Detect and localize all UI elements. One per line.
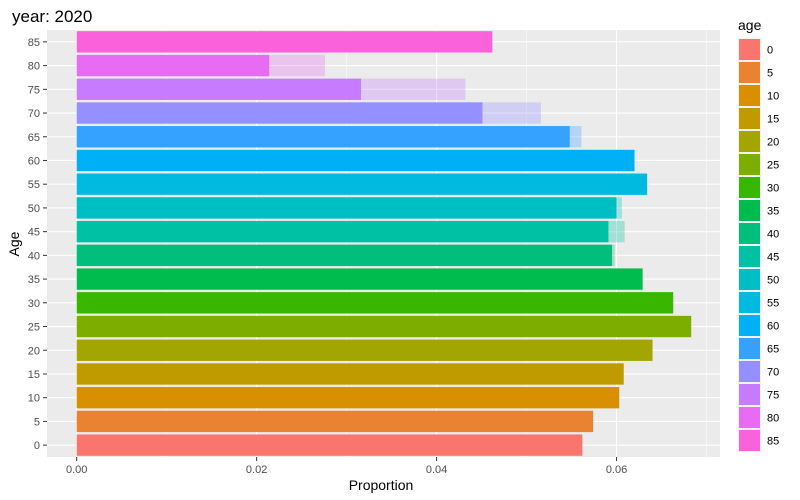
legend-key-40 (739, 223, 760, 244)
legend-label: 80 (767, 413, 779, 425)
y-tick-label: 80 (28, 61, 40, 73)
legend-key-0 (739, 39, 760, 60)
y-tick-label: 5 (34, 416, 40, 428)
y-tick-label: 85 (28, 37, 40, 49)
bar-30 (76, 292, 674, 314)
bar-60 (76, 149, 635, 172)
y-tick-label: 35 (28, 274, 40, 286)
legend-label: 10 (767, 91, 779, 103)
legend-key-60 (739, 315, 760, 336)
legend-label: 85 (767, 436, 779, 448)
x-tick-label: 0.02 (246, 464, 267, 476)
y-tick-label: 20 (28, 345, 40, 357)
bar-70 (76, 102, 483, 124)
x-tick-label: 0.00 (66, 464, 87, 476)
y-axis-title: Age (6, 231, 22, 256)
bars (76, 31, 692, 456)
y-tick-label: 15 (28, 369, 40, 381)
x-tick-label: 0.04 (426, 464, 447, 476)
x-axis-title: Proportion (349, 477, 414, 493)
bar-40 (76, 244, 613, 267)
y-tick-label: 10 (28, 393, 40, 405)
bar-65 (76, 126, 570, 148)
plot-panel (47, 30, 720, 457)
chart-title: year: 2020 (12, 7, 92, 26)
legend-key-80 (739, 407, 760, 428)
legend-key-20 (739, 131, 760, 152)
legend-key-10 (739, 85, 760, 106)
legend-label: 60 (767, 321, 779, 333)
legend-label: 20 (767, 137, 779, 149)
legend-key-55 (739, 292, 760, 313)
y-tick-label: 25 (28, 322, 40, 334)
legend-key-35 (739, 200, 760, 221)
legend-key-45 (739, 246, 760, 267)
legend-key-50 (739, 269, 760, 290)
bar-50 (76, 197, 617, 219)
bar-85 (76, 31, 493, 53)
bar-0 (76, 434, 583, 456)
bar-10 (76, 387, 620, 409)
y-tick-label: 45 (28, 227, 40, 239)
y-tick-label: 55 (28, 179, 40, 191)
legend-key-30 (739, 177, 760, 198)
y-tick-label: 70 (28, 108, 40, 120)
legend-label: 65 (767, 344, 779, 356)
bar-75 (76, 78, 362, 100)
legend-label: 5 (767, 68, 773, 80)
legend-title: age (738, 17, 762, 33)
y-axis: 0 5 10 15 20 25 30 35 40 45 50 55 60 65 70 75 80 85 (28, 37, 47, 452)
legend-label: 30 (767, 183, 779, 195)
legend-key-15 (739, 108, 760, 129)
legend-key-70 (739, 361, 760, 382)
y-tick-label: 75 (28, 84, 40, 96)
y-tick-label: 30 (28, 298, 40, 310)
bar-55 (76, 173, 648, 195)
legend-key-25 (739, 154, 760, 175)
legend-label: 70 (767, 367, 779, 379)
legend-label: 0 (767, 45, 773, 57)
x-axis: 0.00 0.02 0.04 0.06 (66, 457, 627, 476)
legend-label: 15 (767, 114, 779, 126)
y-tick-label: 0 (34, 440, 40, 452)
y-tick-label: 40 (28, 250, 40, 262)
bar-80 (76, 54, 270, 77)
legend-label: 35 (767, 206, 779, 218)
y-tick-label: 65 (28, 132, 40, 144)
bar-45 (76, 220, 609, 243)
legend-label: 55 (767, 298, 779, 310)
legend-label: 45 (767, 252, 779, 264)
legend-label: 40 (767, 229, 779, 241)
bar-20 (76, 339, 653, 361)
legend-key-65 (739, 338, 760, 359)
y-tick-label: 50 (28, 203, 40, 215)
legend-label: 25 (767, 160, 779, 172)
legend: age 0 5 10 15 20 25 30 35 40 45 50 55 60 65 70 75 80 85 (738, 17, 779, 452)
y-tick-label: 60 (28, 155, 40, 167)
legend-key-5 (739, 62, 760, 83)
x-tick-label: 0.06 (606, 464, 627, 476)
legend-label: 75 (767, 390, 779, 402)
bar-15 (76, 363, 624, 385)
bar-25 (76, 315, 692, 338)
bar-35 (76, 268, 643, 290)
legend-label: 50 (767, 275, 779, 287)
bar-5 (76, 410, 594, 433)
legend-key-85 (739, 430, 760, 451)
legend-key-75 (739, 384, 760, 405)
